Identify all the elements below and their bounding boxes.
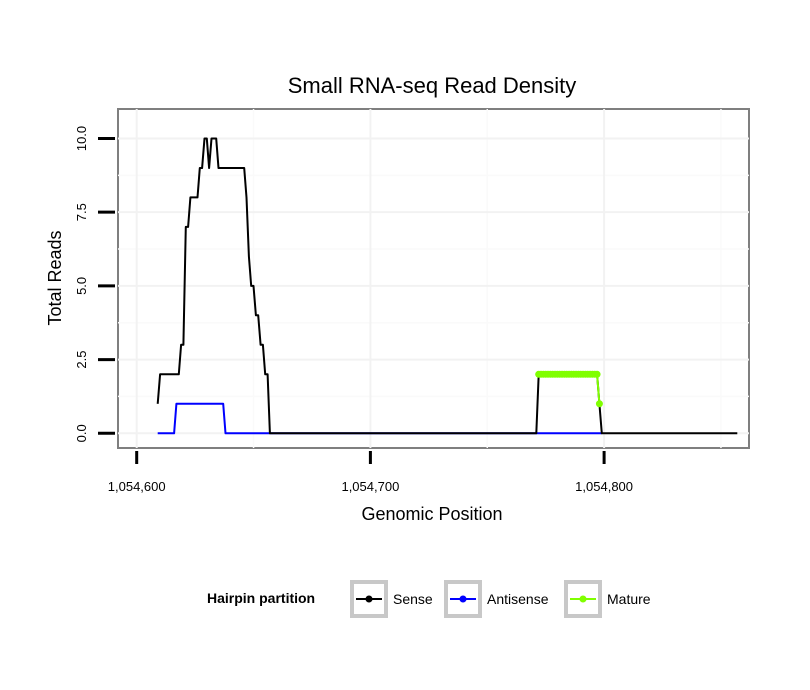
series-layer [156,137,738,435]
legend-title: Hairpin partition [207,590,315,606]
y-tick-label: 5.0 [74,277,89,295]
x-tick-label: 1,054,600 [108,479,166,494]
legend-key-point-antisense [459,595,467,603]
y-axis-label: Total Reads [45,230,65,325]
x-axis-label: Genomic Position [361,504,502,524]
major-gridlines [118,109,749,448]
legend-key-point-mature [579,595,587,603]
y-axis: 0.0 2.5 5.0 7.5 10.0 [74,126,115,442]
legend-label-sense: Sense [393,591,433,607]
legend-label-antisense: Antisense [487,591,549,607]
point-mature [595,400,603,408]
legend-label-mature: Mature [607,591,651,607]
chart-title: Small RNA-seq Read Density [288,73,577,98]
y-tick-label: 7.5 [74,203,89,221]
x-tick-label: 1,054,800 [575,479,633,494]
legend: Hairpin partition Sense Antisense Mature [207,580,651,618]
x-axis: 1,054,600 1,054,700 1,054,800 [108,451,633,494]
x-tick-label: 1,054,700 [341,479,399,494]
minor-gridlines [118,109,749,448]
y-tick-label: 0.0 [74,424,89,442]
point-mature [593,370,601,378]
plot-panel [117,108,750,449]
series-line-sense [156,137,738,435]
y-tick-label: 2.5 [74,351,89,369]
y-tick-label: 10.0 [74,126,89,151]
legend-key-point-sense [365,595,373,603]
